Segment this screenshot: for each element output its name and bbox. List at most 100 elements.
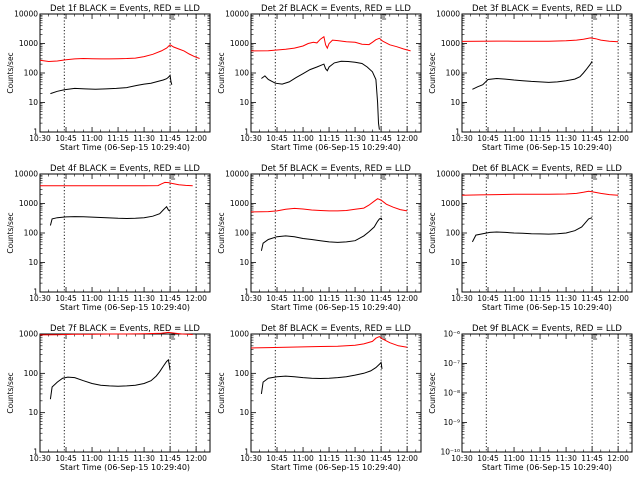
chart-panel: Det 8f BLACK = Events, RED = LLD 1 10 100 10… <box>217 324 422 472</box>
x-axis-label: Start Time (06-Sep-15 10:29:40) <box>482 143 612 152</box>
marker-bracket <box>382 14 387 20</box>
y-tick-label: 1000 <box>230 39 249 48</box>
x-tick-label: 11:00 <box>503 134 525 143</box>
x-tick-label: 10:30 <box>240 134 262 143</box>
x-tick-label: 11:00 <box>292 134 314 143</box>
x-tick-label: 10:30 <box>451 134 473 143</box>
events-series-line <box>261 60 380 130</box>
x-axis-label: Start Time (06-Sep-15 10:29:40) <box>271 143 401 152</box>
x-tick-label: 11:45 <box>370 134 392 143</box>
events-series-line <box>471 217 593 243</box>
x-tick-label: 10:45 <box>266 294 288 303</box>
x-tick-label: 11:30 <box>133 134 155 143</box>
marker-bracket <box>382 334 387 340</box>
x-tick-label: 11:00 <box>81 134 103 143</box>
x-tick-label: 11:15 <box>318 134 340 143</box>
x-tick-label: 12:00 <box>607 454 629 463</box>
x-tick-label: 10:30 <box>29 134 51 143</box>
x-tick-label: 10:45 <box>55 134 77 143</box>
events-series-line <box>49 358 171 400</box>
y-tick-label: 1 <box>455 288 460 297</box>
y-tick-label: 100 <box>24 369 39 378</box>
x-tick-label: 11:15 <box>107 454 129 463</box>
x-axis-label: Start Time (06-Sep-15 10:29:40) <box>271 463 401 472</box>
x-tick-label: 11:30 <box>133 454 155 463</box>
plot-frame <box>39 13 211 133</box>
chart-title: Det 1f BLACK = Events, RED = LLD <box>50 4 200 14</box>
x-tick-label: 11:30 <box>555 134 577 143</box>
y-tick-label: 10⁻⁸ <box>443 389 460 398</box>
y-tick-label: 100 <box>235 229 250 238</box>
x-tick-label: 11:15 <box>107 134 129 143</box>
x-tick-label: 12:00 <box>607 294 629 303</box>
x-tick-label: 11:45 <box>159 294 181 303</box>
y-axis-label: Counts/sec <box>6 52 15 93</box>
marker-bracket <box>171 14 176 20</box>
y-tick-label: 1 <box>244 288 249 297</box>
x-tick-label: 11:15 <box>318 294 340 303</box>
x-tick-label: 10:45 <box>477 294 499 303</box>
events-series-line <box>472 61 593 90</box>
plot-frame <box>250 173 422 293</box>
x-tick-label: 11:45 <box>370 454 392 463</box>
chart-panel: Det 7f BLACK = Events, RED = LLD 1 10 100 10… <box>6 324 211 472</box>
x-tick-label: 11:30 <box>344 454 366 463</box>
y-tick-label: 10 <box>450 258 460 267</box>
chart-panel: Det 2f BLACK = Events, RED = LLD 1 10 100 10… <box>217 4 422 152</box>
x-tick-label: 12:00 <box>607 134 629 143</box>
y-axis-label: Counts/sec <box>6 372 15 413</box>
lld-series-line <box>40 181 193 187</box>
marker-bracket <box>382 174 387 180</box>
y-tick-label: 1 <box>33 128 38 137</box>
x-tick-label: 10:30 <box>240 454 262 463</box>
y-tick-label: 10000 <box>225 10 249 19</box>
x-tick-label: 10:30 <box>240 294 262 303</box>
y-tick-label: 10⁻¹⁰ <box>440 448 460 457</box>
y-tick-label: 1000 <box>441 39 460 48</box>
x-tick-label: 10:45 <box>266 134 288 143</box>
x-axis-label: Start Time (06-Sep-15 10:29:40) <box>271 303 401 312</box>
chart-title: Det 5f BLACK = Events, RED = LLD <box>261 164 411 174</box>
x-tick-label: 11:30 <box>555 294 577 303</box>
chart-panel: Det 5f BLACK = Events, RED = LLD 1 10 100 10… <box>217 164 422 312</box>
chart-title: Det 9f BLACK = Events, RED = LLD <box>472 324 622 334</box>
y-axis-label: Counts/sec <box>217 52 226 93</box>
x-tick-label: 11:30 <box>344 294 366 303</box>
y-tick-label: 10000 <box>14 170 38 179</box>
plot-frame <box>461 333 633 453</box>
x-tick-label: 12:00 <box>185 294 207 303</box>
plot-frame <box>461 13 633 133</box>
lld-series-line <box>461 37 619 43</box>
y-tick-label: 10000 <box>436 10 460 19</box>
lld-series-line <box>250 35 411 52</box>
chart-panel: Det 6f BLACK = Events, RED = LLD 1 10 100 10… <box>428 164 633 312</box>
x-tick-label: 11:45 <box>581 294 603 303</box>
x-tick-label: 11:45 <box>581 454 603 463</box>
plot-frame <box>39 333 211 453</box>
x-tick-label: 12:00 <box>396 454 418 463</box>
y-tick-label: 10⁻⁶ <box>443 330 460 339</box>
x-axis-label: Start Time (06-Sep-15 10:29:40) <box>60 463 190 472</box>
x-tick-label: 10:30 <box>29 454 51 463</box>
chart-panel: Det 9f BLACK = Events, RED = LLD 10⁻¹⁰ 10⁻… <box>428 324 633 472</box>
y-tick-label: 100 <box>24 229 39 238</box>
y-tick-label: 1000 <box>230 330 249 339</box>
y-tick-label: 1 <box>244 448 249 457</box>
y-tick-label: 10⁻⁷ <box>443 359 460 368</box>
y-tick-label: 1000 <box>441 199 460 208</box>
x-tick-label: 10:30 <box>451 454 473 463</box>
lld-series-line <box>39 331 193 336</box>
y-axis-label: Counts/sec <box>428 372 437 413</box>
chart-panel: Det 4f BLACK = Events, RED = LLD 1 10 100 10… <box>6 164 211 312</box>
y-tick-label: 10000 <box>225 170 249 179</box>
chart-title: Det 3f BLACK = Events, RED = LLD <box>472 4 622 14</box>
x-tick-label: 10:45 <box>266 454 288 463</box>
marker-bracket <box>593 334 598 340</box>
lld-series-line <box>461 190 619 196</box>
lld-series-line <box>250 198 408 213</box>
x-tick-label: 11:00 <box>292 454 314 463</box>
x-tick-label: 11:30 <box>344 134 366 143</box>
events-series-line <box>49 205 171 226</box>
y-tick-label: 1000 <box>19 199 38 208</box>
